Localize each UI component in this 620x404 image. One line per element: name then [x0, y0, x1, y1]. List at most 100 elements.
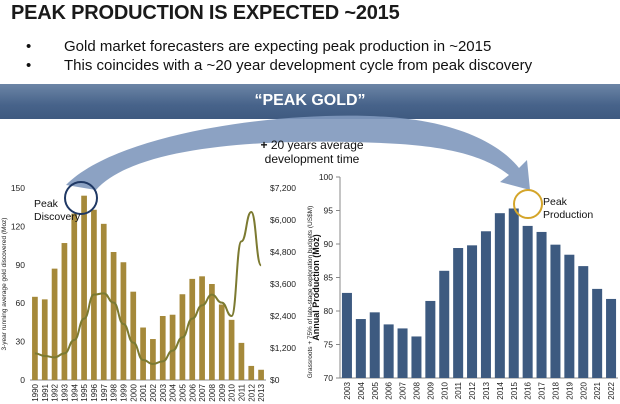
- y-tick-label: 70: [324, 373, 334, 383]
- production-bar: [606, 298, 617, 378]
- x-tick-label: 2004: [357, 381, 366, 399]
- x-tick-label: 2008: [412, 381, 421, 399]
- production-bar: [355, 319, 366, 378]
- production-bar: [508, 208, 519, 378]
- x-tick-label: 2004: [169, 383, 178, 401]
- y-axis-label: Annual Production (Moz): [311, 234, 321, 340]
- x-tick-label: 2014: [496, 381, 505, 399]
- discovery-bar: [228, 319, 235, 380]
- y2-tick-label: $2,400: [270, 311, 296, 321]
- peak-production-label-line1: Peak: [543, 196, 568, 208]
- discovery-bar: [41, 299, 48, 380]
- discovery-bar: [100, 223, 107, 380]
- peak-production-label-line2: Production: [543, 209, 593, 221]
- x-tick-label: 1998: [110, 383, 119, 401]
- exploration-budget-line: [34, 210, 263, 366]
- y-tick-label: 150: [11, 183, 25, 193]
- discovery-bar: [120, 262, 127, 380]
- production-bar: [383, 324, 394, 378]
- x-tick-label: 2011: [454, 381, 463, 399]
- discovery-bar: [169, 314, 176, 380]
- plus-sign: +: [260, 138, 268, 152]
- x-tick-label: 2018: [551, 381, 560, 399]
- discovery-bar: [71, 213, 78, 380]
- x-tick-label: 2022: [607, 381, 616, 399]
- x-tick-label: 1996: [90, 383, 99, 401]
- dev-note-line1: 20 years average: [270, 138, 364, 152]
- y-tick-label: 0: [20, 375, 25, 385]
- x-tick-label: 2010: [228, 383, 237, 401]
- x-tick-label: 1994: [70, 383, 79, 401]
- production-bar: [397, 328, 408, 378]
- y-tick-label: 30: [16, 337, 26, 347]
- discovery-bar: [209, 284, 215, 380]
- x-tick-label: 2011: [237, 383, 246, 401]
- peak-discovery-circle: [64, 181, 98, 215]
- right-chart-production: 70 75 80 85 90 95 100 2003 2004 2005 2006 2007 2008 2…: [311, 172, 618, 400]
- development-arrow: [66, 115, 530, 190]
- production-bar: [494, 213, 505, 378]
- bullet-list: Gold market forecasters are expecting pe…: [26, 37, 532, 75]
- peak-production-circle: [513, 189, 543, 219]
- x-tick-label: 2015: [510, 381, 519, 399]
- production-bar: [592, 288, 603, 378]
- x-tick-label: 1999: [119, 383, 128, 401]
- discovery-bar: [218, 304, 225, 380]
- production-bar: [550, 244, 561, 378]
- production-bar: [564, 254, 575, 378]
- left-chart-discovery: 0 30 60 90 120 150 $0 $1,200 $2,400 $3,600 $4,800 $…: [1, 181, 314, 402]
- x-tick-label: 2012: [247, 383, 256, 401]
- production-bar: [425, 300, 436, 378]
- bullet-item: This coincides with a ~20 year developme…: [26, 56, 532, 75]
- peak-discovery-label-line1: Peak: [34, 198, 59, 210]
- x-tick-label: 2005: [178, 383, 187, 401]
- production-bar: [480, 231, 491, 378]
- x-tick-label: 2005: [371, 381, 380, 399]
- production-bar: [411, 336, 422, 378]
- x-tick-label: 2000: [129, 383, 138, 401]
- discovery-bar: [258, 369, 264, 380]
- discovery-bar: [130, 291, 137, 380]
- y-axis-label: 3-year running average gold discovered (…: [1, 218, 8, 351]
- x-tick-label: 2013: [257, 383, 266, 401]
- production-bar: [522, 225, 533, 378]
- y2-tick-label: $1,200: [270, 343, 296, 353]
- y-tick-label: 75: [324, 340, 334, 350]
- y2-tick-label: $7,200: [270, 183, 296, 193]
- x-tick-label: 2007: [198, 383, 207, 401]
- y-tick-label: 100: [319, 172, 333, 182]
- x-tick-label: 1991: [41, 383, 50, 401]
- y2-axis-label: Grassroots + 75% of late-stage explorati…: [307, 206, 314, 379]
- discovery-bar: [159, 316, 166, 380]
- x-tick-label: 2019: [565, 381, 574, 399]
- x-tick-label: 2003: [343, 381, 352, 399]
- y2-tick-label: $6,000: [270, 215, 296, 225]
- peak-gold-banner: “PEAK GOLD”: [0, 84, 620, 119]
- y-tick-label: 60: [16, 298, 26, 308]
- x-tick-label: 2013: [482, 381, 491, 399]
- production-bar: [578, 266, 589, 378]
- x-tick-label: 2007: [399, 381, 408, 399]
- x-tick-label: 2009: [426, 381, 435, 399]
- y2-tick-label: $3,600: [270, 279, 296, 289]
- discovery-bar: [199, 276, 205, 380]
- x-tick-label: 2021: [593, 381, 602, 399]
- x-tick-label: 2020: [579, 381, 588, 399]
- production-bar: [439, 270, 450, 378]
- x-tick-label: 2006: [188, 383, 197, 401]
- discovery-bar: [150, 339, 156, 380]
- y-tick-label: 90: [16, 260, 26, 270]
- production-bar: [369, 312, 380, 378]
- y-tick-label: 90: [324, 239, 334, 249]
- production-bar: [341, 292, 352, 378]
- x-tick-label: 2002: [149, 383, 158, 401]
- x-tick-label: 2009: [218, 383, 227, 401]
- discovery-bar: [81, 195, 87, 380]
- x-tick-label: 2016: [524, 381, 533, 399]
- discovery-bar: [51, 268, 58, 380]
- y2-tick-label: $0: [270, 375, 280, 385]
- y-tick-label: 85: [324, 273, 334, 283]
- x-tick-label: 1993: [60, 383, 69, 401]
- production-bar: [453, 248, 464, 378]
